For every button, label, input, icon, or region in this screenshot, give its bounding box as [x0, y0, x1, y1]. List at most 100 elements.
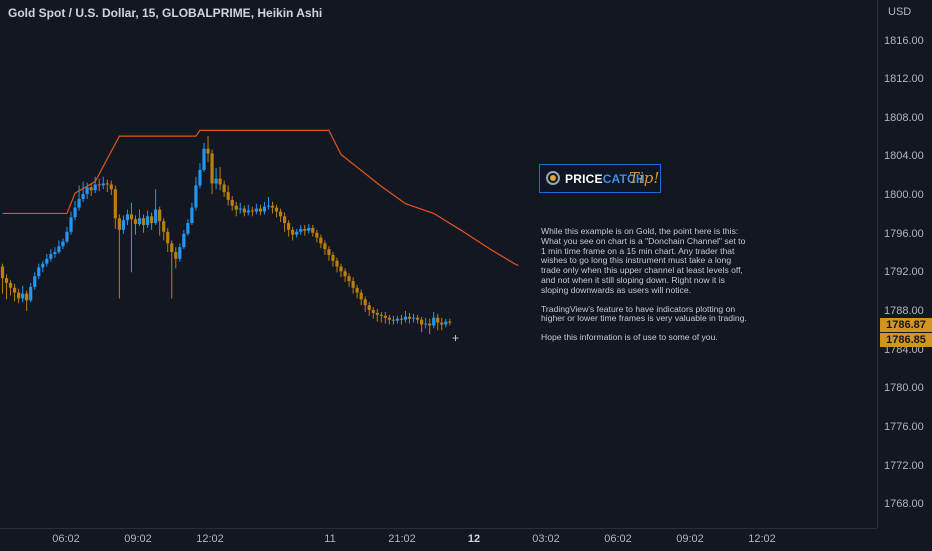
candle-54	[214, 168, 218, 190]
candle-body	[154, 209, 158, 224]
candle-body	[291, 229, 295, 235]
candle-body	[186, 223, 190, 234]
candle-body	[411, 317, 416, 319]
candle-body	[109, 184, 113, 190]
candle-body	[278, 211, 283, 217]
candle-22	[85, 182, 89, 199]
candle-39	[154, 189, 158, 226]
x-tick-label: 06:02	[52, 533, 80, 545]
candle-65	[258, 204, 263, 216]
candle-3	[8, 280, 13, 296]
candle-66	[262, 201, 267, 215]
candle-88	[351, 277, 355, 294]
symbol-title[interactable]: Gold Spot / U.S. Dollar, 15, GLOBALPRIME…	[8, 6, 323, 20]
candle-body	[436, 317, 440, 323]
candle-1	[0, 263, 5, 294]
candle-body	[444, 321, 448, 325]
candle-30	[117, 214, 121, 299]
axis-currency[interactable]: USD	[888, 6, 912, 18]
candle-body	[73, 207, 77, 218]
candle-body	[8, 282, 13, 288]
candle-34	[133, 215, 138, 235]
candle-107	[428, 318, 432, 335]
candle-body	[440, 322, 444, 325]
candle-body	[97, 184, 101, 186]
candle-body	[198, 169, 202, 186]
x-tick-label: 12:02	[748, 533, 776, 545]
candle-body	[214, 178, 218, 184]
candle-body	[33, 276, 37, 287]
candle-94	[375, 309, 379, 322]
candle-105	[420, 316, 424, 333]
candle-body	[307, 227, 311, 231]
candle-27	[105, 179, 109, 193]
candle-103	[411, 313, 416, 323]
x-tick-label: 09:02	[124, 533, 152, 545]
candle-108	[432, 311, 436, 329]
y-tick-label: 1796.00	[884, 227, 924, 240]
candle-body	[387, 317, 391, 320]
candle-body	[287, 223, 291, 230]
candle-body	[29, 286, 33, 301]
candle-body	[351, 281, 355, 288]
candle-37	[145, 210, 150, 228]
candle-62	[246, 204, 250, 216]
candle-4	[12, 283, 17, 302]
candle-body	[12, 287, 17, 293]
candle-87	[347, 273, 351, 287]
candle-body	[234, 205, 238, 210]
candle-body	[448, 321, 452, 323]
candle-50	[198, 163, 202, 189]
y-tick-label: 1792.00	[884, 266, 924, 279]
candle-97	[387, 314, 391, 325]
candle-body	[37, 267, 41, 277]
candle-106	[424, 317, 428, 329]
candle-89	[355, 284, 359, 299]
candle-body	[399, 318, 404, 320]
donchian-channel	[2, 129, 519, 267]
candle-body	[117, 218, 121, 230]
price-chart[interactable]	[0, 0, 877, 528]
candle-7	[25, 290, 29, 311]
candle-body	[41, 263, 45, 268]
candle-16	[61, 238, 65, 250]
candle-84	[335, 257, 339, 273]
candle-15	[57, 240, 61, 254]
candle-body	[420, 319, 424, 325]
candle-body	[262, 206, 267, 212]
candle-body	[323, 243, 327, 250]
candle-body	[359, 292, 363, 300]
candle-body	[137, 218, 142, 225]
x-tick-label: 09:02	[676, 533, 704, 545]
candle-104	[415, 314, 420, 324]
price-axis[interactable]	[877, 0, 932, 528]
candle-78	[311, 225, 315, 237]
candle-79	[315, 229, 319, 243]
candle-body	[4, 278, 9, 283]
candle-body	[81, 194, 85, 199]
time-axis[interactable]	[0, 528, 877, 551]
candle-86	[343, 268, 347, 282]
candle-body	[17, 292, 21, 299]
candle-body	[49, 253, 53, 259]
crosshair-cursor-icon: +	[452, 331, 460, 345]
candle-12	[45, 253, 49, 267]
candle-35	[137, 209, 142, 226]
candle-100	[399, 314, 404, 325]
candle-body	[226, 192, 230, 200]
candle-9	[33, 272, 37, 290]
candle-58	[230, 196, 234, 211]
candle-69	[274, 204, 279, 218]
candle-77	[307, 224, 311, 234]
candle-64	[254, 203, 258, 215]
candle-40	[158, 206, 162, 236]
candle-body	[218, 178, 222, 185]
candle-body	[93, 184, 97, 191]
candle-body	[178, 247, 182, 259]
candle-body	[230, 199, 234, 206]
candle-99	[395, 315, 400, 324]
candle-56	[222, 180, 226, 197]
candle-14	[53, 247, 57, 258]
candle-17	[65, 226, 69, 244]
candle-body	[242, 208, 246, 213]
